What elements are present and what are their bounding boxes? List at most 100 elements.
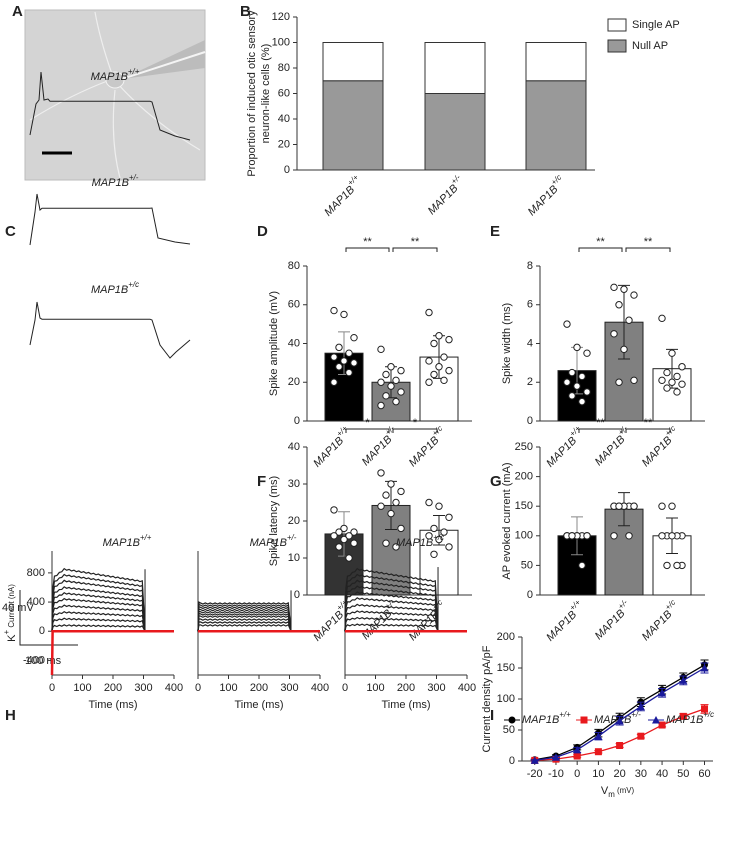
current-trace [197, 624, 320, 632]
data-point [440, 353, 448, 361]
data-point [387, 363, 395, 371]
y-tick-label: 120 [272, 11, 290, 23]
y-tick-label: 0 [294, 589, 300, 601]
data-point [425, 378, 433, 386]
text-part: MAP1B [322, 184, 357, 219]
data-point [430, 524, 438, 533]
text-part: MAP1B [526, 183, 561, 218]
y-tick-label: 20 [278, 138, 290, 150]
current-trace [51, 586, 174, 632]
x-tick-label: -10 [548, 768, 564, 780]
y-tick-label: 40 [288, 441, 300, 453]
panel-label: E [490, 223, 500, 240]
current-trace [344, 573, 467, 632]
data-point [330, 306, 338, 315]
data-point [440, 528, 448, 536]
current-trace [344, 616, 467, 632]
data-point [340, 310, 348, 319]
y-tick-label: 0 [527, 415, 533, 427]
text-part: MAP1B [544, 435, 579, 470]
marker [530, 756, 539, 764]
legend-swatch [607, 39, 627, 53]
bar-segment [525, 42, 587, 82]
panel-label: D [257, 223, 268, 240]
x-tick-label: 200 [250, 682, 268, 694]
photo [24, 9, 206, 181]
data-point [382, 491, 390, 499]
marker [679, 712, 687, 720]
bar-segment [424, 42, 486, 94]
current-trace [51, 579, 174, 632]
data-point [382, 392, 390, 400]
x-axis-label: Time (ms) [234, 699, 283, 711]
data-point [630, 376, 638, 385]
data-point [335, 343, 343, 352]
data-point [425, 532, 433, 540]
significance-label: ** [596, 236, 605, 248]
significance-bracket [578, 247, 623, 252]
data-point [658, 532, 666, 540]
bar-segment [322, 42, 384, 82]
x-tick-label: MAP1B+/+ [542, 424, 588, 470]
marker [573, 745, 582, 754]
data-point [658, 314, 666, 323]
x-tick-label: MAP1B+/c [637, 424, 682, 469]
y-axis-label: K+ Current (nA) [2, 584, 18, 642]
x-axis-label: Vm (mV) [601, 785, 635, 799]
y-tick-label: 0 [294, 415, 300, 427]
data-point [445, 335, 453, 344]
text-part: MAP1B [91, 71, 128, 83]
y-tick-label: 8 [527, 260, 533, 272]
current-trace [197, 605, 320, 632]
marker [551, 753, 560, 761]
current-trace [344, 597, 467, 632]
legend-label: Null AP [632, 40, 668, 52]
x-tick-label: 20 [613, 768, 625, 780]
data-point [330, 353, 338, 361]
x-tick-label: 100 [73, 682, 91, 694]
x-tick-label: 0 [574, 768, 580, 780]
significance-label: ** [644, 417, 653, 429]
current-trace [197, 621, 320, 632]
data-point [435, 332, 443, 340]
panel-label: H [5, 707, 16, 724]
data-point [387, 480, 395, 488]
y-tick-label: 100 [515, 530, 533, 542]
text-part: MAP1B [666, 714, 703, 726]
y-tick-label: 150 [497, 662, 515, 674]
y-tick-label: 200 [497, 631, 515, 643]
marker [615, 716, 624, 725]
data-point [430, 339, 438, 348]
data-point [610, 330, 618, 338]
text-part: +/- [287, 533, 297, 542]
subplot-title: MAP1B+/c [396, 533, 444, 549]
x-tick-label: 0 [342, 682, 348, 694]
panel-label: B [240, 3, 251, 20]
data-point [615, 301, 623, 309]
marker [636, 702, 645, 710]
data-point [663, 384, 671, 392]
data-point [668, 532, 676, 540]
current-trace [197, 610, 320, 632]
marker [573, 752, 581, 760]
text-part: +/+ [559, 710, 571, 719]
text-part: Current (nA) [7, 584, 16, 630]
data-point [397, 524, 405, 533]
y-tick-label: 800 [27, 567, 45, 579]
y-axis-label-line: neuron-like cells (%) [260, 44, 272, 144]
current-trace [51, 624, 174, 632]
data-point [563, 320, 571, 328]
significance-bracket [345, 428, 390, 433]
text-part: MAP1B [593, 433, 628, 468]
data-point [340, 535, 348, 544]
x-tick-label: 30 [635, 768, 647, 780]
y-axis-label: Proportion of induced otic sensory neuron… [246, 10, 272, 177]
data-point [350, 359, 358, 367]
scale-bar [19, 590, 78, 646]
data-point [630, 502, 638, 510]
marker [701, 705, 709, 713]
x-axis-label: Time (ms) [88, 699, 137, 711]
text-part: MAP1B [594, 714, 631, 726]
data-point [377, 401, 385, 410]
